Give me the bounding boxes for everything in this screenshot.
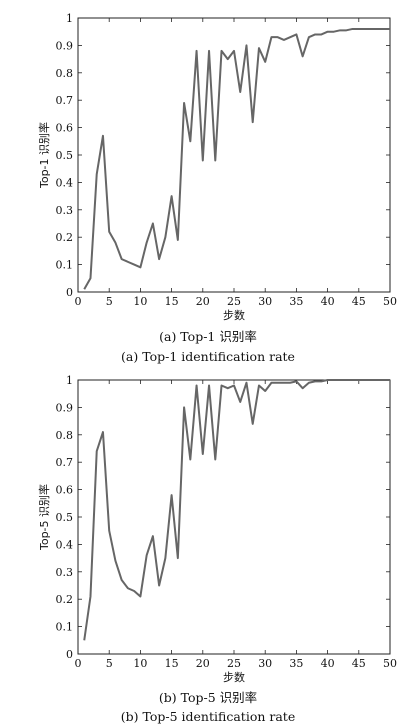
x-tick-label: 0	[75, 657, 82, 670]
x-tick-label: 35	[289, 295, 303, 308]
series-line	[83, 27, 390, 290]
y-tick-label: 0.7	[56, 94, 74, 107]
caption-zh: (b) Top-5 识别率	[158, 690, 258, 705]
y-tick-label: 0.5	[56, 149, 74, 162]
y-tick-label: 0.8	[56, 429, 74, 442]
x-tick-label: 20	[196, 657, 210, 670]
chart-panel-top5: 0 5 10 15 20 25 30 35 40 45 50 0 0.1 0.2 0.3 0.4 0.5 0.6 0…	[0, 366, 416, 728]
x-tick-label: 40	[321, 657, 335, 670]
plot-frame	[77, 379, 391, 655]
y-tick-label: 1	[66, 12, 73, 25]
x-tick-label: 50	[383, 295, 397, 308]
x-tick-label: 30	[258, 295, 272, 308]
y-tick-label: 0.1	[56, 621, 74, 634]
x-tick-label: 30	[258, 657, 272, 670]
x-tick-label: 45	[352, 657, 366, 670]
top5-chart: 0 5 10 15 20 25 30 35 40 45 50 0 0.1 0.2 0.3 0.4 0.5 0.6 0…	[37, 374, 397, 684]
y-tick-label: 0.3	[56, 204, 74, 217]
x-tick-label: 20	[196, 295, 210, 308]
x-tick-label: 25	[227, 295, 241, 308]
y-tick-label: 0.8	[56, 67, 74, 80]
x-tick-label: 45	[352, 295, 366, 308]
x-tick-label: 15	[165, 295, 179, 308]
x-axis-label: 步数	[223, 309, 245, 322]
y-tick-label: 0.2	[56, 231, 74, 244]
top1-chart: 0 5 10 15 20 25 30 35 40 45 50 0 0.1 0.2 0.3 0.4 0.5 0.6 0…	[37, 12, 397, 322]
x-tick-label: 15	[165, 657, 179, 670]
y-tick-label: 0.2	[56, 593, 74, 606]
y-tick-label: 0.6	[56, 122, 74, 135]
y-tick-label: 0.5	[56, 511, 74, 524]
x-axis-label: 步数	[223, 671, 245, 684]
x-tick-label: 5	[106, 295, 113, 308]
y-tick-label: 0.7	[56, 456, 74, 469]
y-tick-label: 0.3	[56, 566, 74, 579]
x-tick-label: 35	[289, 657, 303, 670]
x-tick-label: 50	[383, 657, 397, 670]
caption-en: (a) Top-1 identification rate	[121, 349, 295, 364]
y-tick-label: 0.6	[56, 484, 74, 497]
chart-panel-top1: 0 5 10 15 20 25 30 35 40 45 50 0 0.1 0.2 0.3 0.4 0.5 0.6 0…	[37, 12, 397, 364]
series-line	[83, 379, 390, 641]
y-tick-label: 0.4	[56, 176, 74, 189]
y-tick-label: 0	[66, 286, 73, 299]
y-tick-label: 1	[66, 374, 73, 387]
y-tick-label: 0	[66, 648, 73, 661]
y-tick-label: 0.4	[56, 538, 74, 551]
x-tick-label: 5	[106, 657, 113, 670]
plot-frame	[77, 17, 391, 293]
x-tick-label: 25	[227, 657, 241, 670]
caption-en: (b) Top-5 identification rate	[120, 709, 296, 724]
x-tick-label: 40	[321, 295, 335, 308]
y-axis-label: Top-5 识别率	[37, 484, 51, 551]
y-tick-label: 0.9	[56, 39, 74, 52]
x-tick-label: 10	[133, 295, 147, 308]
caption-zh: (a) Top-1 识别率	[159, 329, 257, 344]
x-tick-label: 10	[133, 657, 147, 670]
y-tick-label: 0.1	[56, 259, 74, 272]
y-axis-label: Top-1 识别率	[37, 122, 51, 189]
x-tick-label: 0	[75, 295, 82, 308]
y-tick-label: 0.9	[56, 401, 74, 414]
